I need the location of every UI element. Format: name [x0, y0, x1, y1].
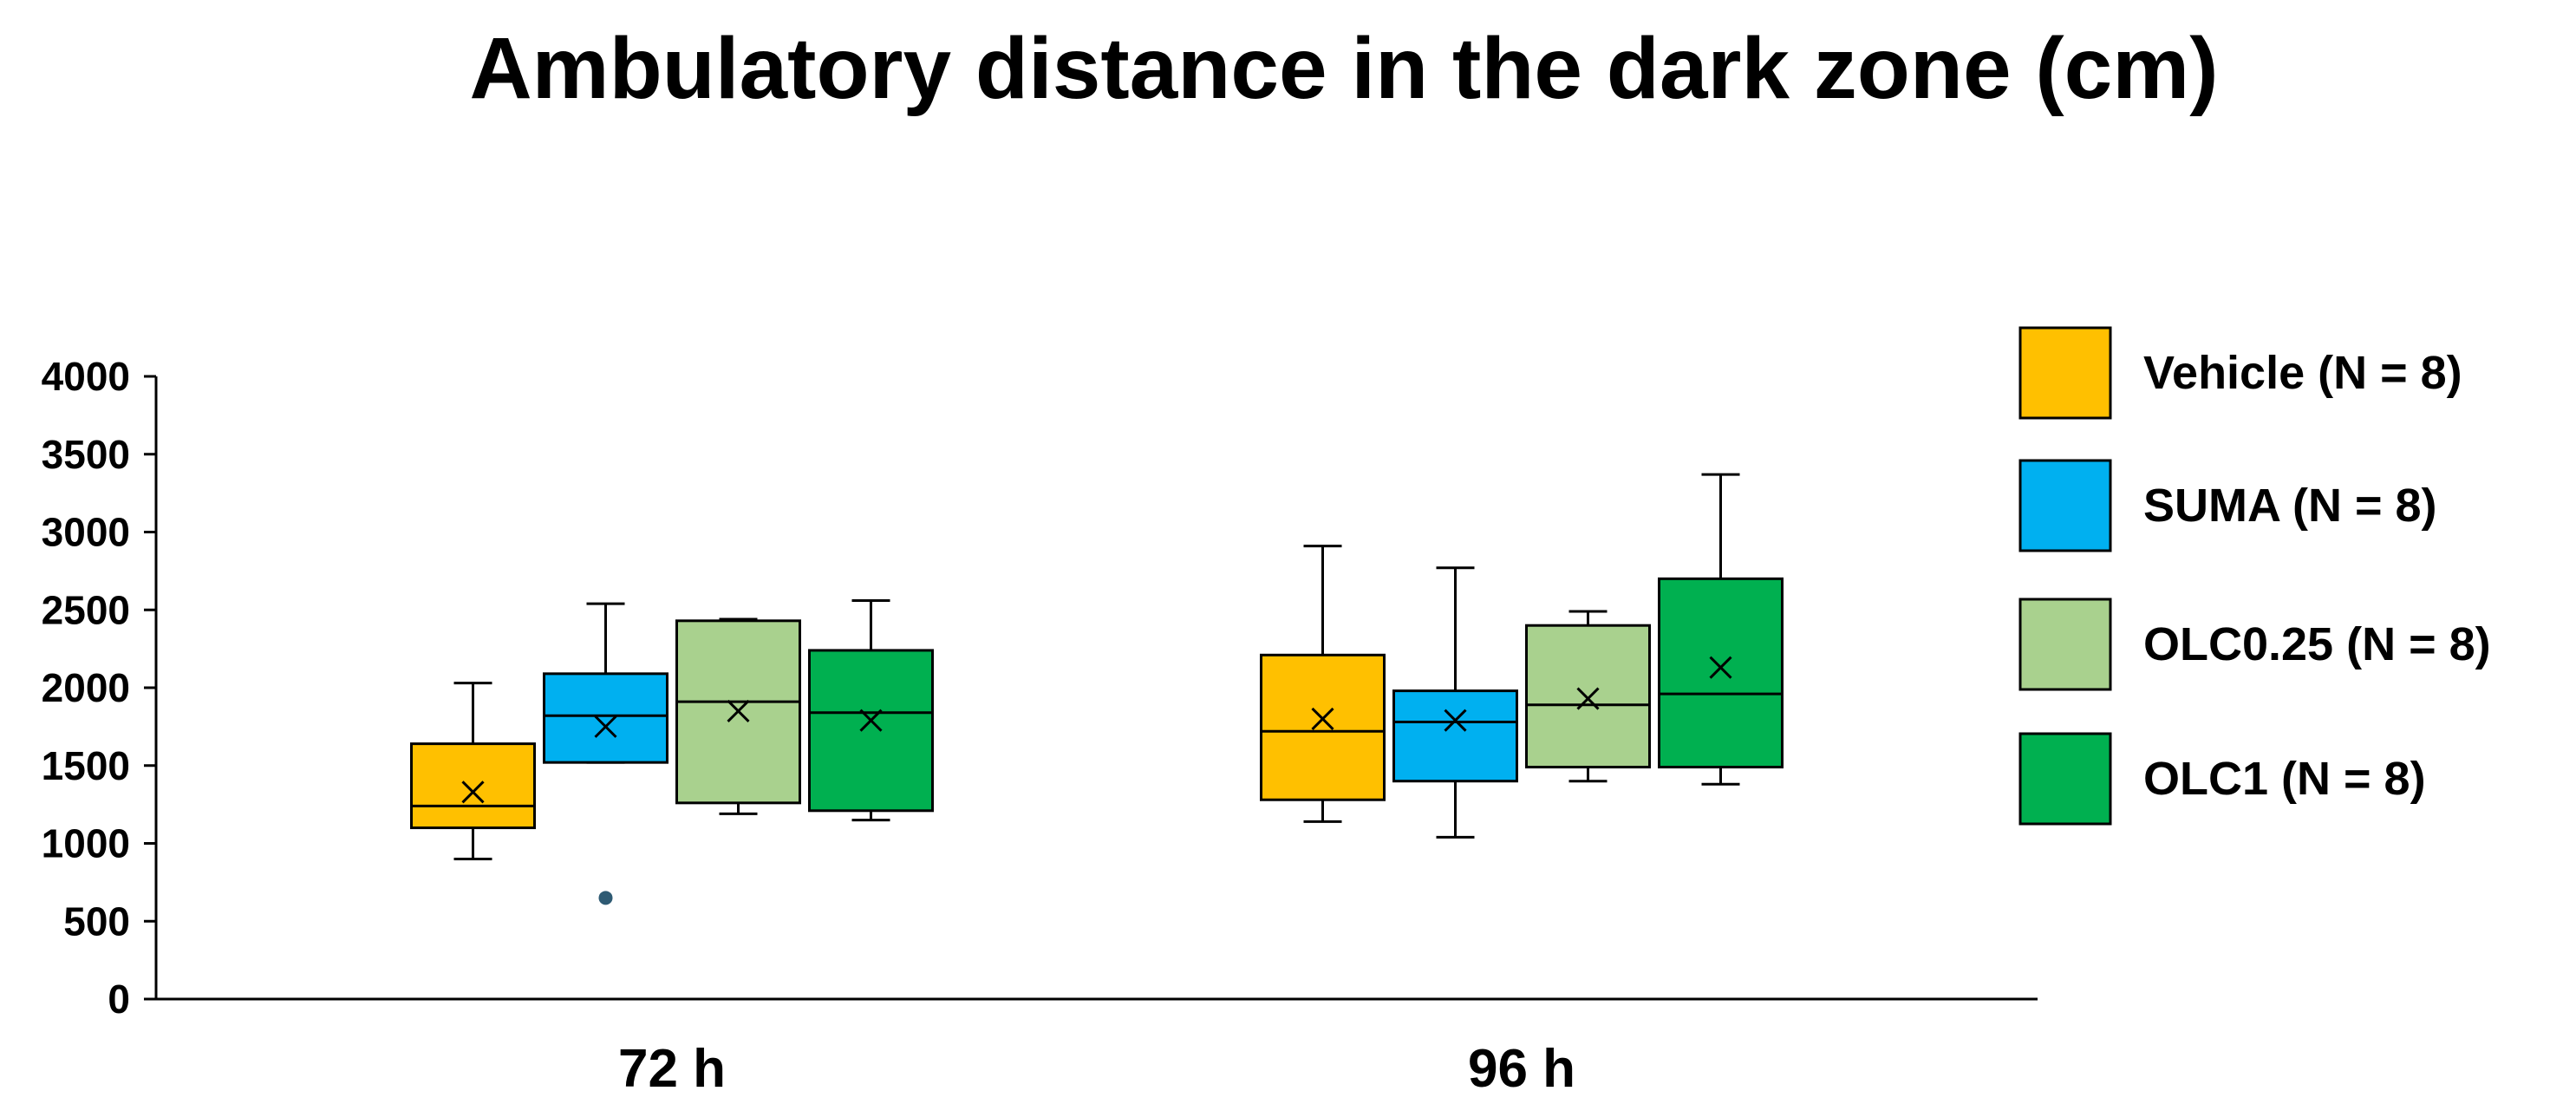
legend-swatch: [2018, 326, 2112, 420]
y-tick-label: 1000: [42, 821, 130, 866]
mean-marker: [594, 715, 617, 738]
legend-label: Vehicle (N = 8): [2143, 347, 2462, 399]
x-axis: 72 h 96 h: [144, 997, 2038, 1099]
box: [808, 649, 934, 813]
y-tick-label: 2500: [42, 587, 130, 632]
mean-marker: [727, 699, 750, 722]
legend-swatch: [2018, 459, 2112, 552]
y-tick-label: 1500: [42, 743, 130, 788]
mean-marker: [1709, 656, 1732, 679]
mean-marker: [461, 781, 485, 804]
chart-title: Ambulatory distance in the dark zone (cm…: [469, 20, 2219, 117]
x-category-label: 72 h: [618, 1039, 726, 1099]
legend-label: OLC1 (N = 8): [2143, 753, 2426, 805]
mean-marker: [1576, 687, 1600, 710]
mean-marker: [859, 709, 883, 732]
mean-marker: [1311, 707, 1334, 730]
box: [1392, 689, 1518, 783]
y-tick-label: 4000: [42, 354, 130, 399]
y-tick-label: 0: [108, 977, 130, 1022]
y-tick-label: 3000: [42, 510, 130, 555]
y-tick-label: 2000: [42, 665, 130, 710]
y-tick-label: 500: [63, 898, 130, 944]
y-tick-label: 3500: [42, 432, 130, 477]
legend: Vehicle (N = 8) SUMA (N = 8) OLC0.25 (N = …: [2018, 326, 2491, 826]
box: [410, 742, 536, 830]
box-series-group: [410, 473, 1784, 905]
legend-swatch: [2018, 732, 2112, 826]
box: [1260, 653, 1386, 801]
x-category-label: 96 h: [1468, 1039, 1575, 1099]
y-axis: 0 500 1000 1500 2000 2500 3000 3500 4000: [42, 354, 158, 1022]
box: [1658, 577, 1784, 769]
legend-label: OLC0.25 (N = 8): [2143, 618, 2491, 670]
mean-marker: [1444, 709, 1467, 732]
legend-label: SUMA (N = 8): [2143, 480, 2437, 532]
legend-swatch: [2018, 598, 2112, 691]
box: [1525, 624, 1651, 769]
box: [543, 672, 668, 764]
outlier-point: [598, 891, 613, 905]
